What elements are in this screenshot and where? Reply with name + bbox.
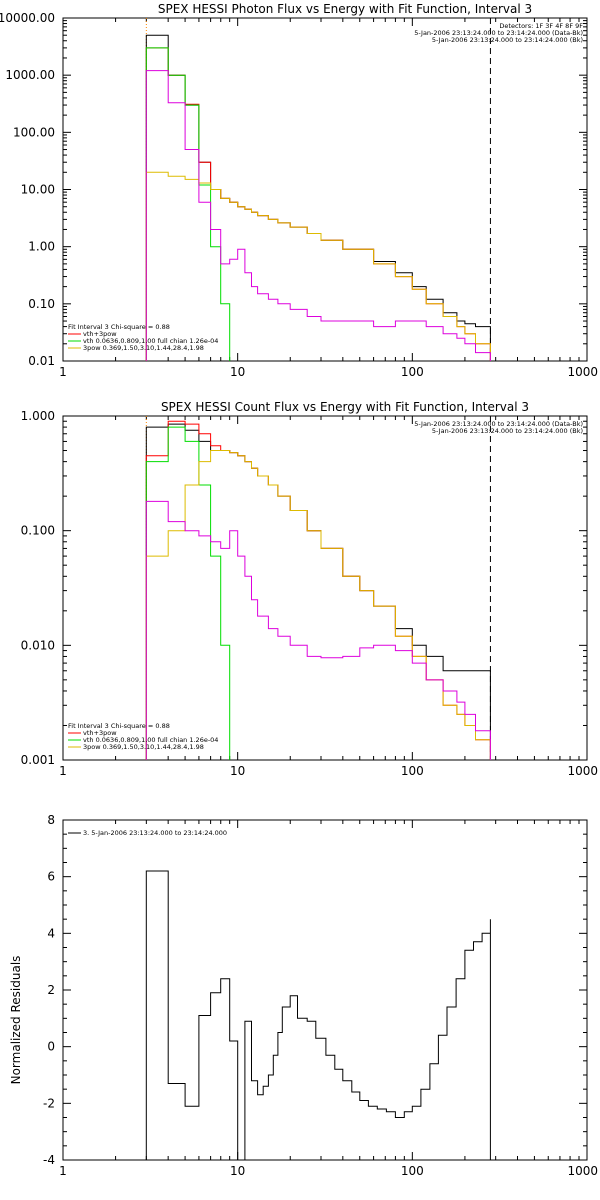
y-tick-label: 10.00	[21, 183, 55, 197]
y-tick-label: 1.000	[21, 409, 55, 423]
series-line	[145, 171, 491, 361]
x-tick-label: 1000	[567, 764, 598, 778]
y-tick-label: 0.10	[28, 297, 55, 311]
legend-title: Fit Interval 3 Chi-square = 0.88	[68, 323, 170, 331]
info-text: 5-Jan-2006 23:13:24.000 to 23:14:24.000 …	[414, 420, 583, 428]
series-line	[145, 450, 491, 760]
series-line	[145, 34, 491, 361]
legend-label: vth 0.0636,0.809,1.00 full chian 1.26e-0…	[83, 337, 218, 345]
y-tick-label: 0.001	[21, 753, 55, 767]
y-tick-label: 100.00	[13, 125, 55, 139]
y-tick-label: 0.010	[21, 638, 55, 652]
plot-frame	[62, 415, 588, 761]
legend-label: 3pow 0.369,1.50,3.10,1.44,28.4,1.98	[83, 743, 204, 751]
x-tick-label: 10	[230, 764, 245, 778]
series-line	[145, 420, 491, 760]
x-tick-label: 100	[401, 365, 424, 379]
legend-label: 3pow 0.369,1.50,3.10,1.44,28.4,1.98	[83, 344, 204, 352]
series-line	[145, 423, 491, 760]
info-text: Detectors: 1F 3F 4F 8F 9F	[499, 22, 583, 30]
legend-label: 3. 5-Jan-2006 23:13:24.000 to 23:14:24.0…	[83, 829, 227, 837]
photon-flux-title: SPEX HESSI Photon Flux vs Energy with Fi…	[158, 2, 532, 16]
x-tick-label: 1	[59, 764, 67, 778]
x-tick-label: 10	[230, 365, 245, 379]
legend-label: vth+3pow	[83, 330, 117, 338]
info-text: 5-Jan-2006 23:13:24.000 to 23:14:24.000 …	[432, 427, 583, 435]
series-line	[145, 426, 231, 760]
count-flux-panel: SPEX HESSI Count Flux vs Energy with Fit…	[21, 400, 598, 778]
y-tick-label: 0.100	[21, 524, 55, 538]
y-tick-label: 2	[47, 983, 55, 997]
x-tick-label: 100	[401, 1164, 424, 1178]
x-tick-label: 10	[230, 1164, 245, 1178]
x-tick-label: 1000	[567, 1164, 598, 1178]
plot-frame	[62, 17, 588, 362]
info-text: 5-Jan-2006 23:13:24.000 to 23:14:24.000 …	[432, 36, 583, 44]
series-line	[145, 47, 231, 361]
y-tick-label: 0.01	[28, 354, 55, 368]
residuals-panel: Normalized Residuals 1 10 100 1000 -4 -2 0 2 4 6 8…	[9, 813, 598, 1178]
x-tick-label: 100	[401, 764, 424, 778]
x-tick-label: 1000	[567, 365, 598, 379]
x-tick-label: 1	[59, 365, 67, 379]
legend-label: vth 0.0636,0.809,1.00 full chian 1.26e-0…	[83, 736, 218, 744]
y-tick-label: 6	[47, 870, 55, 884]
residuals-ylabel: Normalized Residuals	[9, 956, 23, 1085]
y-tick-label: 10000.00	[0, 11, 55, 25]
y-tick-label: -2	[43, 1096, 55, 1110]
x-tick-label: 1	[59, 1164, 67, 1178]
count-flux-title: SPEX HESSI Count Flux vs Energy with Fit…	[161, 400, 529, 414]
y-tick-label: 0	[47, 1040, 55, 1054]
series-line	[145, 870, 491, 1161]
info-text: 5-Jan-2006 23:13:24.000 to 23:14:24.000 …	[414, 29, 583, 37]
plot-frame	[62, 819, 588, 1161]
y-tick-label: 1.00	[28, 240, 55, 254]
series-line	[145, 70, 491, 361]
series-line	[145, 47, 491, 361]
y-tick-label: -4	[43, 1153, 55, 1167]
y-tick-label: 8	[47, 813, 55, 827]
y-tick-label: 1000.00	[5, 68, 55, 82]
legend-title: Fit Interval 3 Chi-square = 0.88	[68, 722, 170, 730]
photon-flux-panel: SPEX HESSI Photon Flux vs Energy with Fi…	[0, 2, 598, 379]
series-line	[145, 500, 491, 760]
legend-label: vth+3pow	[83, 729, 117, 737]
y-tick-label: 4	[47, 926, 55, 940]
